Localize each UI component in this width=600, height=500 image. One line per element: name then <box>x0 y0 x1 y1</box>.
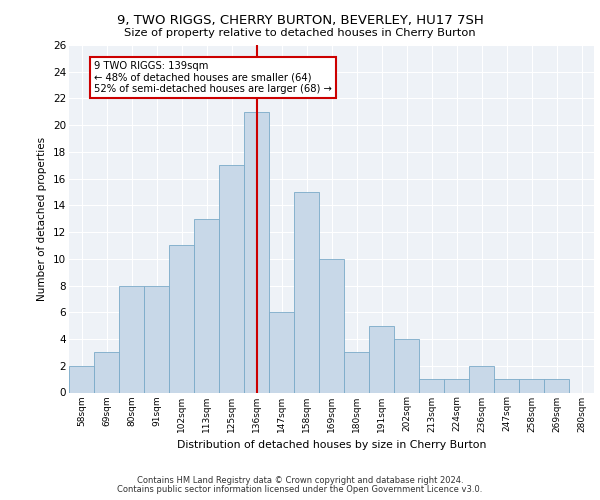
Text: Contains HM Land Registry data © Crown copyright and database right 2024.: Contains HM Land Registry data © Crown c… <box>137 476 463 485</box>
Bar <box>419 379 444 392</box>
Text: Size of property relative to detached houses in Cherry Burton: Size of property relative to detached ho… <box>124 28 476 38</box>
Bar <box>194 219 219 392</box>
Bar <box>269 312 294 392</box>
Bar <box>344 352 369 393</box>
Bar <box>94 352 119 393</box>
Bar <box>494 379 519 392</box>
Bar <box>294 192 319 392</box>
Bar <box>69 366 94 392</box>
Bar <box>119 286 144 393</box>
Bar <box>469 366 494 392</box>
Bar <box>394 339 419 392</box>
Bar <box>144 286 169 393</box>
X-axis label: Distribution of detached houses by size in Cherry Burton: Distribution of detached houses by size … <box>177 440 486 450</box>
Bar <box>219 166 244 392</box>
Y-axis label: Number of detached properties: Number of detached properties <box>37 136 47 301</box>
Bar <box>544 379 569 392</box>
Bar <box>169 246 194 392</box>
Text: 9 TWO RIGGS: 139sqm
← 48% of detached houses are smaller (64)
52% of semi-detach: 9 TWO RIGGS: 139sqm ← 48% of detached ho… <box>94 61 332 94</box>
Bar <box>369 326 394 392</box>
Text: 9, TWO RIGGS, CHERRY BURTON, BEVERLEY, HU17 7SH: 9, TWO RIGGS, CHERRY BURTON, BEVERLEY, H… <box>116 14 484 27</box>
Text: Contains public sector information licensed under the Open Government Licence v3: Contains public sector information licen… <box>118 485 482 494</box>
Bar <box>444 379 469 392</box>
Bar <box>244 112 269 392</box>
Bar <box>519 379 544 392</box>
Bar <box>319 259 344 392</box>
